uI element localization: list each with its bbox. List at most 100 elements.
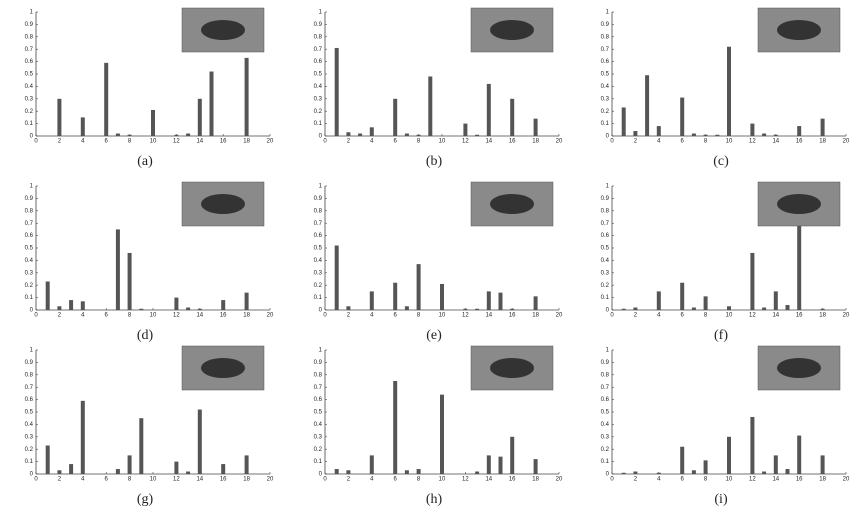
bar: [244, 57, 249, 136]
x-tick-label: 8: [128, 477, 132, 483]
x-tick-label: 0: [323, 139, 327, 145]
bar: [80, 400, 85, 474]
y-tick-label: 0.9: [601, 360, 610, 366]
y-tick-label: 0.9: [314, 360, 323, 366]
y-tick-label: 0.8: [314, 208, 323, 214]
bar: [498, 292, 503, 310]
x-tick-label: 14: [485, 313, 492, 319]
x-tick-label: 2: [347, 313, 351, 319]
photo-subject: [201, 20, 245, 40]
bar: [703, 460, 708, 474]
bar: [139, 308, 144, 310]
bar: [197, 98, 202, 136]
y-tick-label: 0.4: [314, 258, 323, 264]
bar: [533, 459, 538, 474]
bar: [186, 133, 191, 136]
x-tick-label: 4: [370, 477, 374, 483]
y-tick-label: 0.9: [25, 360, 34, 366]
x-tick-label: 10: [439, 139, 446, 145]
y-tick-label: 0.8: [314, 34, 323, 40]
y-tick-label: 0.2: [314, 447, 323, 453]
y-tick-label: 0.6: [25, 59, 34, 65]
y-tick-label: 0.1: [314, 459, 323, 465]
bar: [703, 134, 708, 136]
x-tick-label: 6: [681, 477, 685, 483]
bar: [127, 455, 132, 474]
y-tick-label: 0.7: [601, 385, 610, 391]
photo-subject: [201, 194, 245, 214]
y-tick-label: 0.7: [314, 385, 323, 391]
x-tick-label: 14: [196, 313, 203, 319]
bar: [174, 134, 179, 136]
bar: [174, 461, 179, 474]
bar: [715, 134, 720, 136]
y-tick-label: 0: [319, 134, 323, 140]
y-tick-label: 0.3: [314, 270, 323, 276]
bar: [498, 456, 503, 474]
x-tick-label: 2: [634, 477, 638, 483]
y-tick-label: 0.9: [601, 196, 610, 202]
y-tick-label: 0.2: [601, 447, 610, 453]
y-tick-label: 0.5: [25, 410, 34, 416]
y-tick-label: 0.8: [25, 34, 34, 40]
x-tick-label: 20: [556, 313, 563, 319]
bar: [174, 297, 179, 310]
bar: [127, 134, 132, 136]
x-tick-label: 12: [462, 477, 469, 483]
bar: [186, 307, 191, 310]
x-tick-label: 0: [34, 313, 38, 319]
photo-subject: [777, 358, 821, 378]
x-tick-label: 4: [81, 139, 85, 145]
caption: (b): [426, 154, 443, 169]
y-tick-label: 0.5: [601, 72, 610, 78]
bar: [621, 107, 626, 136]
caption: (c): [713, 154, 729, 169]
y-tick-label: 0.5: [25, 72, 34, 78]
y-tick-label: 0.6: [601, 59, 610, 65]
y-tick-label: 0.6: [314, 397, 323, 403]
y-tick-label: 0.3: [601, 434, 610, 440]
photo-subject: [490, 358, 534, 378]
bar: [486, 83, 491, 136]
bar: [656, 126, 661, 136]
x-tick-label: 10: [150, 313, 157, 319]
y-tick-label: 0.3: [25, 96, 34, 102]
x-tick-label: 0: [34, 477, 38, 483]
y-tick-label: 0.2: [601, 109, 610, 115]
bar: [221, 464, 226, 474]
x-tick-label: 10: [726, 477, 733, 483]
y-tick-label: 0.3: [314, 96, 323, 102]
caption: (e): [426, 328, 442, 343]
y-tick-label: 0.7: [314, 47, 323, 53]
x-tick-label: 14: [196, 477, 203, 483]
bar: [691, 470, 696, 474]
bar: [334, 469, 339, 474]
bar: [104, 62, 109, 137]
y-tick-label: 1: [606, 184, 610, 190]
bar: [440, 283, 444, 310]
bar: [727, 306, 731, 310]
x-tick-label: 14: [485, 477, 492, 483]
photo-subject: [490, 194, 534, 214]
y-tick-label: 0.7: [314, 221, 323, 227]
bar: [633, 471, 638, 474]
bar: [244, 455, 249, 474]
y-tick-label: 0.1: [601, 459, 610, 465]
x-tick-label: 4: [81, 313, 85, 319]
caption: (d): [137, 328, 154, 343]
y-tick-label: 0.8: [601, 372, 610, 378]
bar: [691, 133, 696, 136]
y-tick-label: 0.5: [314, 410, 323, 416]
bar: [820, 455, 825, 474]
x-tick-label: 20: [556, 139, 563, 145]
y-tick-label: 1: [606, 10, 610, 16]
y-tick-label: 0.5: [314, 72, 323, 78]
x-tick-label: 12: [749, 139, 756, 145]
x-tick-label: 6: [105, 477, 109, 483]
y-tick-label: 0.7: [25, 47, 34, 53]
y-tick-label: 0.8: [601, 34, 610, 40]
y-tick-label: 0.6: [601, 233, 610, 239]
y-tick-label: 0.3: [601, 96, 610, 102]
